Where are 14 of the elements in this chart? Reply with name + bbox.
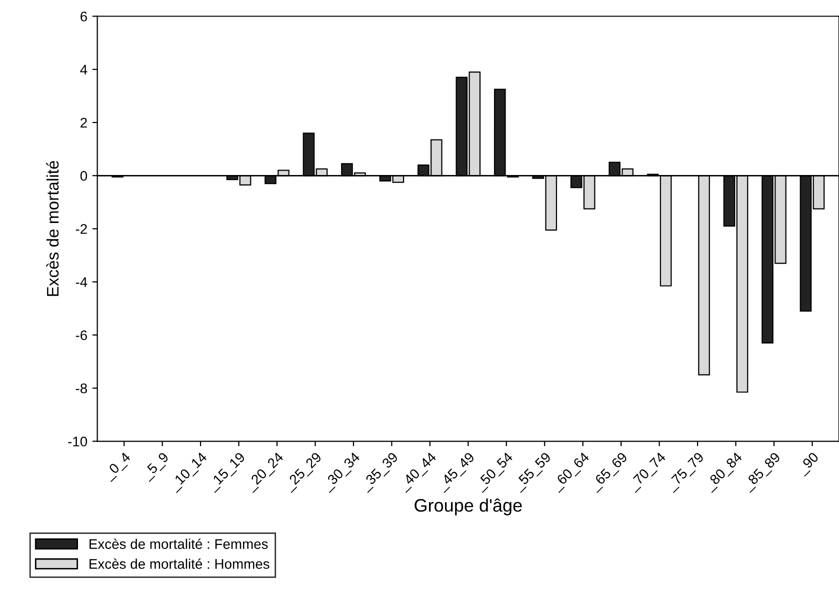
x-tick-label: _90 [796, 452, 821, 477]
legend-label: Excès de mortalité : Femmes [90, 538, 268, 549]
y-tick-label: 2 [80, 118, 87, 128]
legend-label: Excès de mortalité : Hommes [90, 558, 270, 569]
y-tick-label: -2 [76, 224, 87, 234]
y-tick-label: -6 [76, 330, 87, 340]
y-tick-label: -4 [76, 277, 88, 287]
x-axis-title: Groupe d'âge [414, 498, 522, 516]
y-tick-label: 4 [80, 64, 88, 74]
y-tick-label: 6 [80, 12, 87, 22]
y-tick-label: 0 [80, 170, 88, 181]
y-tick-label: -8 [76, 383, 87, 394]
y-tick-label: -10 [68, 436, 88, 446]
y-axis-title: Excès de mortalité [46, 160, 59, 296]
